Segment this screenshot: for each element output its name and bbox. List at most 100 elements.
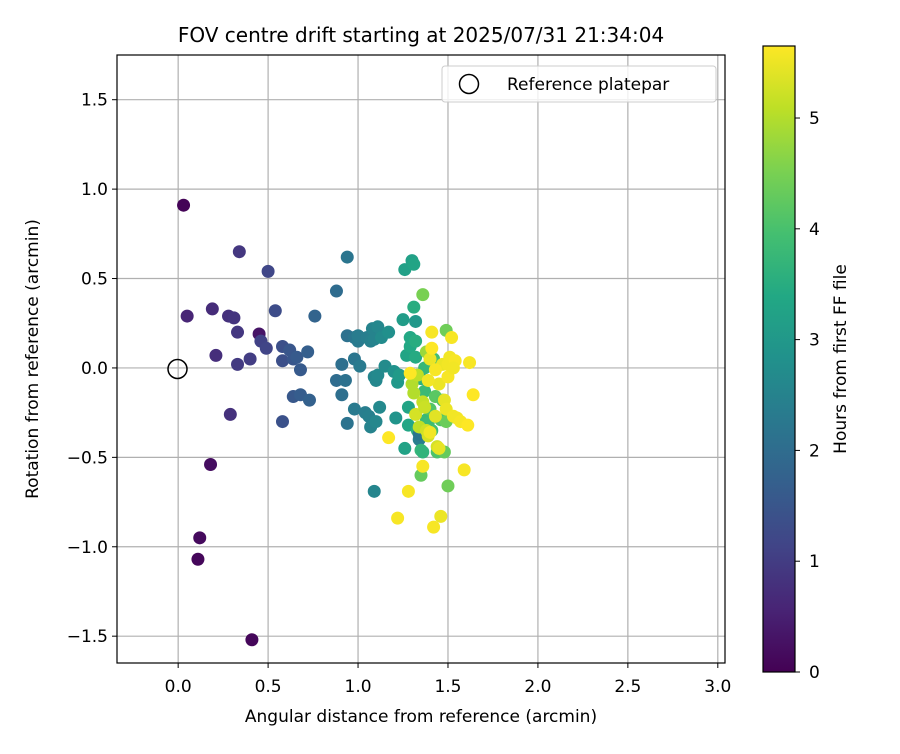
data-point: [275, 354, 289, 368]
data-point: [191, 552, 205, 566]
x-tick-label: 3.0: [704, 677, 731, 697]
data-point: [340, 416, 354, 430]
data-point: [441, 479, 455, 493]
data-points: [177, 198, 480, 647]
data-point: [461, 418, 475, 432]
legend-box: [441, 65, 717, 103]
data-point: [347, 402, 361, 416]
data-point: [432, 377, 446, 391]
data-point: [392, 368, 406, 382]
y-tick-label: −1.5: [67, 627, 108, 647]
data-point: [193, 531, 207, 545]
data-point: [407, 257, 421, 271]
data-point: [416, 459, 430, 473]
data-point: [403, 366, 417, 380]
y-tick-label: −0.5: [67, 448, 108, 468]
data-point: [445, 331, 459, 345]
data-point: [425, 325, 439, 339]
data-point: [371, 368, 385, 382]
data-point: [373, 400, 387, 414]
x-axis-ticks: 0.0 0.5 1.0 1.5 2.0 2.5 3.0: [165, 663, 731, 697]
data-point: [353, 359, 367, 373]
data-point: [223, 407, 237, 421]
data-point: [409, 314, 423, 328]
data-point: [421, 373, 435, 387]
data-point: [268, 304, 282, 318]
y-tick-label: −1.0: [67, 538, 108, 558]
data-point: [232, 245, 246, 259]
data-point: [367, 484, 381, 498]
y-tick-label: 1.5: [81, 91, 108, 111]
data-point: [290, 350, 304, 364]
data-point: [308, 309, 322, 323]
data-point: [389, 411, 403, 425]
legend: Reference platepar: [441, 65, 717, 103]
data-point: [231, 357, 245, 371]
data-point: [409, 407, 423, 421]
x-tick-label: 1.0: [345, 677, 372, 697]
data-point: [227, 311, 241, 325]
data-point: [401, 484, 415, 498]
colorbar-tick-label: 0: [809, 663, 820, 683]
legend-reference-marker: [458, 73, 480, 95]
data-point: [418, 384, 432, 398]
data-point: [329, 284, 343, 298]
data-point: [396, 313, 410, 327]
data-point: [463, 356, 477, 370]
data-point: [427, 520, 441, 534]
data-point: [329, 373, 343, 387]
y-axis-label: Rotation from reference (arcmin): [23, 219, 43, 499]
data-point: [275, 415, 289, 429]
data-point: [407, 386, 421, 400]
legend-entry-reference: Reference platepar: [507, 75, 669, 95]
data-point: [204, 458, 218, 472]
data-point: [180, 309, 194, 323]
data-point: [302, 393, 316, 407]
colorbar-tick-label: 2: [809, 441, 820, 461]
data-point: [457, 463, 471, 477]
data-point: [398, 441, 412, 455]
data-point: [335, 388, 349, 402]
colorbar-ticks: 0 1 2 3 4 5: [795, 109, 820, 683]
data-point: [418, 400, 432, 414]
x-tick-label: 0.0: [165, 677, 192, 697]
data-point: [261, 264, 275, 278]
data-point: [446, 361, 460, 375]
x-tick-label: 1.5: [434, 677, 461, 697]
data-point: [428, 409, 442, 423]
data-point: [391, 511, 405, 525]
reference-marker: [167, 358, 188, 380]
data-point: [434, 509, 448, 523]
data-point: [338, 373, 352, 387]
data-point: [409, 334, 423, 348]
data-point: [293, 363, 307, 377]
data-point: [259, 341, 273, 355]
x-tick-label: 0.5: [255, 677, 282, 697]
y-tick-label: 0.5: [81, 270, 108, 290]
y-axis-ticks: −1.5 −1.0 −0.5 0.0 0.5 1.0 1.5: [67, 91, 117, 647]
data-point: [416, 445, 430, 459]
data-point: [245, 633, 259, 647]
data-point: [407, 300, 421, 314]
data-point: [423, 352, 437, 366]
data-point: [369, 415, 383, 429]
data-point: [432, 441, 446, 455]
data-point: [425, 341, 439, 355]
data-point: [243, 352, 257, 366]
data-point: [340, 250, 354, 264]
data-point: [423, 425, 437, 439]
data-point: [371, 320, 385, 334]
data-point: [335, 357, 349, 371]
colorbar-tick-label: 4: [809, 220, 820, 240]
data-point: [209, 348, 223, 362]
chart-title: FOV centre drift starting at 2025/07/31 …: [178, 23, 664, 47]
data-point: [466, 388, 480, 402]
data-point: [177, 198, 191, 212]
x-axis-label: Angular distance from reference (arcmin): [245, 707, 597, 727]
data-point: [301, 345, 315, 359]
data-point: [382, 431, 396, 445]
x-tick-label: 2.0: [524, 677, 551, 697]
data-point: [382, 325, 396, 339]
colorbar-tick-label: 1: [809, 552, 820, 572]
data-point: [205, 302, 219, 316]
